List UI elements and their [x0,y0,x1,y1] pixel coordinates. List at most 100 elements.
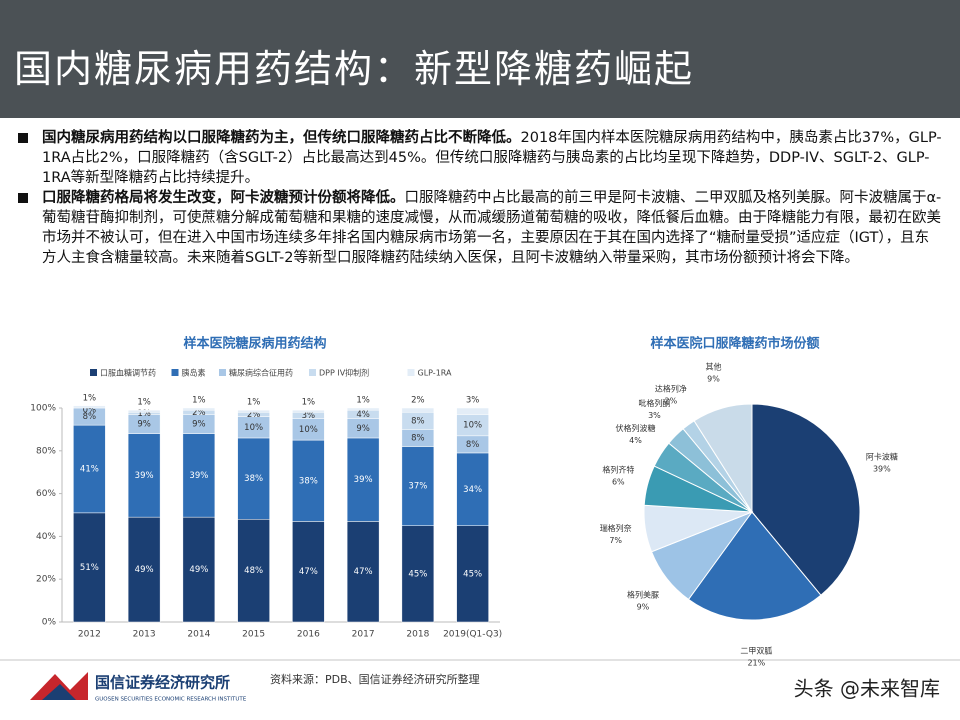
pie-value: 2% [665,396,678,405]
legend-swatch [309,369,316,376]
bar-segment [127,414,161,434]
y-tick-label: 100% [30,404,56,414]
pie-slice [643,465,753,513]
bar-segment [182,516,216,623]
bar-segment [127,516,161,623]
bar-segment [182,414,216,434]
data-label: 10% [299,425,318,435]
data-label: 2% [411,396,425,406]
pie-label: 格列齐特 [602,464,634,474]
data-label: 9% [356,424,370,434]
legend-label: 糖尿病综合征用药 [229,368,293,378]
watermark: 头条 @未来智库 [794,677,940,701]
y-tick-label: 40% [36,532,56,542]
bar-segment [456,452,489,526]
pie-slice [687,511,822,621]
pie-slice [653,442,753,513]
bullet-icon [18,133,28,143]
bullet-lead: 口服降糖药格局将发生改变，阿卡波糖预计份额将降低。 [42,190,405,206]
bar-segment [182,407,216,411]
y-tick-label: 0% [42,618,57,628]
data-label: 45% [463,569,482,579]
bullets: 国内糖尿病用药结构以口服降糖药为主，但传统口服降糖药占比不断降低。2018年国内… [12,128,942,268]
data-label: 1% [137,409,151,419]
bar-segment [127,409,161,413]
data-label: 38% [299,476,318,486]
data-label: 1% [83,393,97,403]
pie-label: 二甲双胍 [740,645,772,655]
data-label: 1% [356,396,370,406]
data-label: 39% [189,471,208,481]
pie-label: 格列美脲 [627,589,659,599]
y-tick-label: 80% [36,446,56,456]
data-label: 8% [83,412,97,422]
bar-segment [237,416,270,439]
pie-value: 39% [873,464,891,473]
bar-segment [346,418,380,439]
x-tick-label: 2016 [297,630,320,640]
source: 资料来源：PDB、国信证券经济研究所整理 [270,672,480,686]
legend-swatch [90,369,97,376]
data-label: 1% [247,398,261,408]
y-tick-label: 20% [36,575,56,585]
data-label: 51% [80,563,99,573]
data-label: 37% [408,482,427,492]
chart-title: 样本医院糖尿病用药结构 [183,336,326,352]
data-label: 1% [302,398,316,408]
pie-label: 瑞格列奈 [600,523,632,533]
data-label: 49% [135,565,154,575]
data-label: 9% [137,420,151,430]
bullet-icon [18,193,28,203]
data-label: 10% [244,423,263,433]
bar-segment [73,424,106,514]
data-label: 0% [83,406,97,416]
bullet: 国内糖尿病用药结构以口服降糖药为主，但传统口服降糖药占比不断降低。2018年国内… [12,128,942,188]
x-tick-label: 2015 [242,630,265,640]
bar-segment [346,407,380,411]
bar-segment [346,409,380,419]
data-label: 34% [463,485,482,495]
data-label: 4% [356,410,370,420]
data-label: 47% [354,567,373,577]
org-en: GUOSEN SECURITIES ECONOMIC RESEARCH INST… [95,697,247,703]
bar-segment [237,437,270,520]
bar-segment [456,407,489,415]
bullet-lead: 国内糖尿病用药结构以口服降糖药为主，但传统口服降糖药占比不断降低。 [42,130,521,146]
data-label: 39% [354,475,373,485]
bar-segment [401,429,435,447]
bar-segment [401,446,435,526]
pie-slice [643,504,753,553]
pie-slice [682,420,753,513]
bar-segment [127,433,161,518]
bar-segment [237,519,270,623]
header: 国内糖尿病用药结构：新型降糖药崛起 [0,0,960,118]
data-label: 9% [192,420,206,430]
pie-label: 达格列净 [655,383,687,393]
pie-slice [751,403,861,596]
legend-label: 口服血糖调节药 [100,368,156,378]
pie-label: 伏格列波糖 [615,423,655,433]
bar-segment [456,525,489,623]
pie-value: 7% [609,536,622,545]
y-tick-label: 60% [36,489,56,499]
pie-value: 3% [648,411,661,420]
pie-slice [668,428,753,513]
legend-swatch [171,369,179,376]
bar-segment [292,521,325,623]
bar-segment [346,437,380,522]
bar-segment [292,412,325,419]
pie-label: 吡格列酮 [638,398,670,408]
bar-segment [127,412,161,415]
bar-segment [401,412,435,430]
data-label: 8% [466,440,480,450]
legend-label: GLP-1RA [418,369,453,378]
data-label: 8% [411,416,425,426]
bullet-text: 口服降糖药中占比最高的前三甲是阿卡波糖、二甲双胍及格列美脲。阿卡波糖属于α-葡萄… [42,190,942,266]
data-label: 41% [80,464,99,474]
bar-segment [292,409,325,413]
bar-segment [182,409,216,415]
bar-segment [401,407,435,413]
title: 国内糖尿病用药结构：新型降糖药崛起 [14,47,695,91]
pie-value: 21% [747,658,765,667]
